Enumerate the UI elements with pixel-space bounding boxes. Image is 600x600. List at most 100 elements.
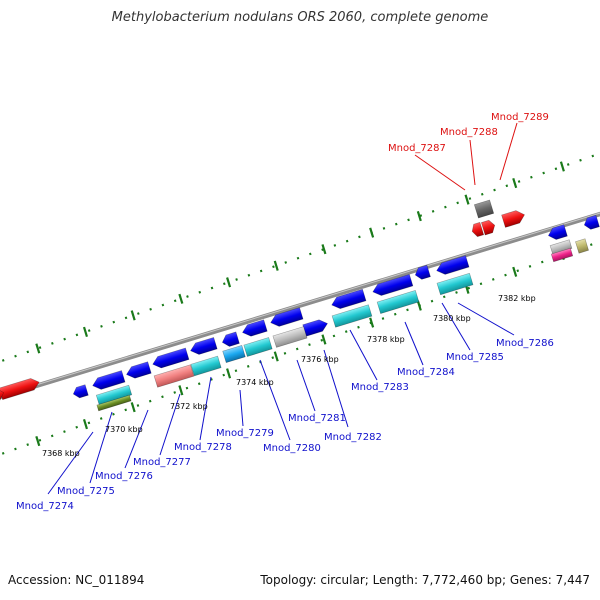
gene-feature[interactable] (91, 370, 126, 392)
leader-line (89, 411, 113, 484)
rna-gene-feature[interactable] (0, 387, 5, 404)
misc-feature[interactable] (153, 364, 195, 388)
gene-feature[interactable] (125, 361, 152, 380)
scale-label: 7380 kbp (433, 314, 471, 323)
cds-feature[interactable] (243, 337, 273, 357)
major-tick (369, 227, 375, 238)
leader-line (349, 329, 378, 381)
leader-line (323, 349, 349, 428)
cds-feature[interactable] (95, 384, 133, 406)
major-tick (369, 317, 375, 328)
rna-gene-feature[interactable] (501, 209, 527, 228)
gene-feature[interactable] (189, 337, 218, 356)
gene-feature[interactable] (269, 307, 304, 329)
major-tick (82, 419, 88, 430)
leader-line (469, 139, 476, 186)
gene-label-mnod-7282[interactable]: Mnod_7282 (324, 432, 382, 443)
major-tick (416, 211, 422, 222)
leader-line (259, 359, 291, 441)
label-leader-lines (47, 302, 515, 495)
gene-features (0, 199, 600, 412)
major-tick (321, 244, 327, 255)
rna-gene-feature[interactable] (470, 221, 485, 237)
outer-tick-track (0, 152, 600, 363)
gene-label-mnod-7281[interactable]: Mnod_7281 (288, 413, 346, 424)
misc-feature[interactable] (96, 394, 132, 412)
leader-line (199, 376, 212, 441)
gene-label-mnod-7288[interactable]: Mnod_7288 (440, 127, 498, 138)
gene-label-mnod-7274[interactable]: Mnod_7274 (16, 501, 74, 512)
leader-line (159, 393, 181, 456)
misc-feature[interactable] (575, 238, 589, 254)
genome-summary: Topology: circular; Length: 7,772,460 bp… (260, 573, 590, 587)
major-tick (273, 351, 279, 362)
gene-label-mnod-7275[interactable]: Mnod_7275 (57, 486, 115, 497)
gene-label-mnod-7279[interactable]: Mnod_7279 (216, 428, 274, 439)
gene-feature[interactable] (241, 319, 268, 338)
gene-feature[interactable] (151, 347, 190, 370)
major-tick (559, 161, 565, 172)
gene-label-mnod-7283[interactable]: Mnod_7283 (351, 382, 409, 393)
scale-label: 7372 kbp (170, 402, 208, 411)
gene-label-mnod-7285[interactable]: Mnod_7285 (446, 352, 504, 363)
gene-label-mnod-7278[interactable]: Mnod_7278 (174, 442, 232, 453)
leader-line (296, 359, 316, 412)
gene-feature[interactable] (72, 384, 89, 400)
cds-feature[interactable] (331, 304, 373, 328)
scale-label: 7378 kbp (367, 335, 405, 344)
misc-feature[interactable] (272, 326, 308, 348)
misc-feature[interactable] (549, 239, 573, 255)
cds-feature[interactable] (436, 272, 474, 296)
leader-line (414, 154, 466, 191)
major-tick (321, 334, 327, 345)
major-tick (273, 260, 279, 271)
major-ticks (35, 161, 565, 447)
scale-label: 7376 kbp (301, 355, 339, 364)
genome-title: Methylobacterium nodulans ORS 2060, comp… (111, 10, 489, 25)
gene-label-mnod-7277[interactable]: Mnod_7277 (133, 457, 191, 468)
major-tick (178, 385, 184, 396)
accession-label: Accession: NC_011894 (8, 573, 145, 587)
cds-feature[interactable] (376, 290, 420, 314)
gene-feature[interactable] (435, 255, 470, 277)
leader-line (457, 302, 515, 336)
gene-feature[interactable] (302, 318, 329, 337)
genome-axis-highlight (0, 212, 600, 397)
rna-gene-feature[interactable] (0, 376, 41, 400)
major-tick (226, 277, 232, 288)
major-tick (512, 266, 518, 277)
major-tick (130, 310, 136, 321)
leader-line (239, 389, 244, 427)
misc-feature[interactable] (550, 247, 574, 263)
major-tick (226, 368, 232, 379)
major-tick (130, 402, 136, 413)
leader-line (499, 122, 518, 181)
cds-feature[interactable] (190, 355, 222, 377)
rna-gene-feature[interactable] (480, 219, 496, 236)
leader-line (404, 321, 424, 366)
gene-label-mnod-7289[interactable]: Mnod_7289 (491, 112, 549, 123)
misc-feature[interactable] (473, 199, 495, 219)
gene-label-mnod-7280[interactable]: Mnod_7280 (263, 443, 321, 454)
gene-label-mnod-7284[interactable]: Mnod_7284 (397, 367, 455, 378)
gene-feature[interactable] (221, 331, 240, 348)
gene-feature[interactable] (371, 274, 414, 297)
rna-leader-lines (414, 122, 518, 191)
gene-feature[interactable] (414, 264, 431, 281)
gene-feature[interactable] (547, 224, 568, 242)
cds-feature[interactable] (222, 344, 246, 364)
scale-label: 7368 kbp (42, 449, 80, 458)
scale-label: 7370 kbp (105, 425, 143, 434)
gene-label-mnod-7276[interactable]: Mnod_7276 (95, 471, 153, 482)
major-tick (464, 194, 470, 205)
gene-label-mnod-7286[interactable]: Mnod_7286 (496, 338, 554, 349)
scale-label: 7374 kbp (236, 378, 274, 387)
major-tick (178, 293, 184, 304)
gene-feature[interactable] (583, 214, 600, 231)
major-tick (35, 435, 41, 447)
gene-feature[interactable] (330, 288, 367, 310)
gene-label-mnod-7287[interactable]: Mnod_7287 (388, 143, 446, 154)
major-tick (416, 300, 422, 311)
leader-line (441, 302, 471, 351)
